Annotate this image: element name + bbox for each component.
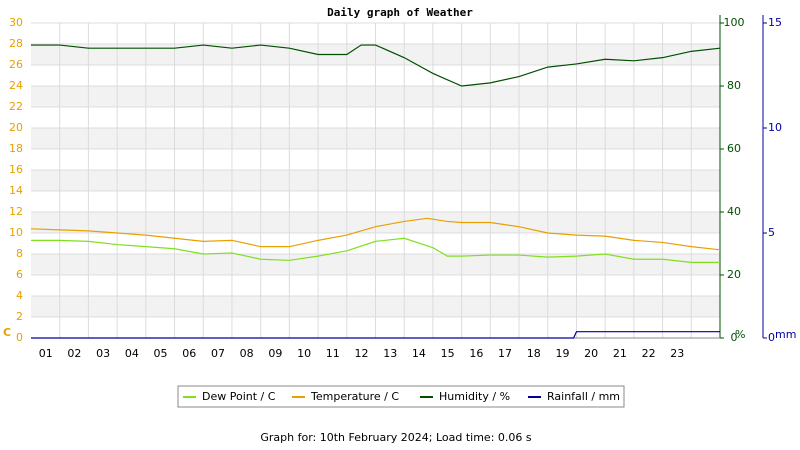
y-tick-label: 26 xyxy=(9,58,23,71)
y2-tick-label: 0 xyxy=(731,331,738,344)
y2-tick-label: 60 xyxy=(727,142,741,155)
x-tick-label: 09 xyxy=(268,347,282,360)
y-tick-label: 18 xyxy=(9,142,23,155)
x-tick-label: 03 xyxy=(96,347,110,360)
x-tick-label: 20 xyxy=(584,347,598,360)
x-tick-label: 14 xyxy=(412,347,426,360)
x-tick-label: 15 xyxy=(441,347,455,360)
y-tick-label: 8 xyxy=(16,247,23,260)
y3-axis-unit: mm xyxy=(775,328,796,341)
y-tick-label: 30 xyxy=(9,16,23,29)
chart-title: Daily graph of Weather xyxy=(327,6,473,19)
series-line xyxy=(31,237,720,263)
x-tick-label: 11 xyxy=(326,347,340,360)
x-tick-label: 10 xyxy=(297,347,311,360)
y-tick-label: 12 xyxy=(9,205,23,218)
y-tick-label: 10 xyxy=(9,226,23,239)
y2-tick-label: 100 xyxy=(724,16,745,29)
legend-label: Humidity / % xyxy=(439,390,510,403)
x-tick-label: 18 xyxy=(527,347,541,360)
legend-box xyxy=(177,385,625,408)
series-line xyxy=(31,44,721,87)
x-tick-label: 13 xyxy=(383,347,397,360)
x-tick-label: 01 xyxy=(39,347,53,360)
y-tick-label: 4 xyxy=(16,289,23,302)
x-tick-label: 05 xyxy=(154,347,168,360)
y2-tick-label: 20 xyxy=(727,268,741,281)
legend-label: Temperature / C xyxy=(310,390,399,403)
series-line xyxy=(31,331,720,339)
x-tick-label: 07 xyxy=(211,347,225,360)
y-tick-label: 20 xyxy=(9,121,23,134)
y-axis-unit: C xyxy=(3,326,11,339)
x-tick-label: 19 xyxy=(555,347,569,360)
y-tick-label: 14 xyxy=(9,184,23,197)
y3-tick-label: 5 xyxy=(768,226,775,239)
series-line xyxy=(30,217,721,251)
x-tick-label: 06 xyxy=(182,347,196,360)
x-tick-label: 08 xyxy=(240,347,254,360)
legend-label: Rainfall / mm xyxy=(547,390,620,403)
y-tick-label: 6 xyxy=(16,268,23,281)
y3-tick-label: 15 xyxy=(768,16,782,29)
x-tick-label: 21 xyxy=(613,347,627,360)
y2-tick-label: 40 xyxy=(727,205,741,218)
x-tick-label: 04 xyxy=(125,347,139,360)
x-tick-label: 16 xyxy=(469,347,483,360)
y-tick-label: 22 xyxy=(9,100,23,113)
y-tick-label: 24 xyxy=(9,79,23,92)
y3-tick-label: 0 xyxy=(768,331,775,344)
x-tick-label: 23 xyxy=(670,347,684,360)
y2-tick-label: 80 xyxy=(727,79,741,92)
y2-axis-unit: % xyxy=(735,328,745,341)
y-tick-label: 2 xyxy=(16,310,23,323)
y-tick-label: 16 xyxy=(9,163,23,176)
y3-tick-label: 10 xyxy=(768,121,782,134)
y-tick-label: 28 xyxy=(9,37,23,50)
x-tick-label: 12 xyxy=(355,347,369,360)
x-tick-label: 02 xyxy=(67,347,81,360)
legend-label: Dew Point / C xyxy=(202,390,276,403)
x-tick-label: 17 xyxy=(498,347,512,360)
footer: Graph for: 10th February 2024; Load time… xyxy=(260,431,532,444)
x-tick-label: 22 xyxy=(642,347,656,360)
y-tick-label: 0 xyxy=(16,331,23,344)
